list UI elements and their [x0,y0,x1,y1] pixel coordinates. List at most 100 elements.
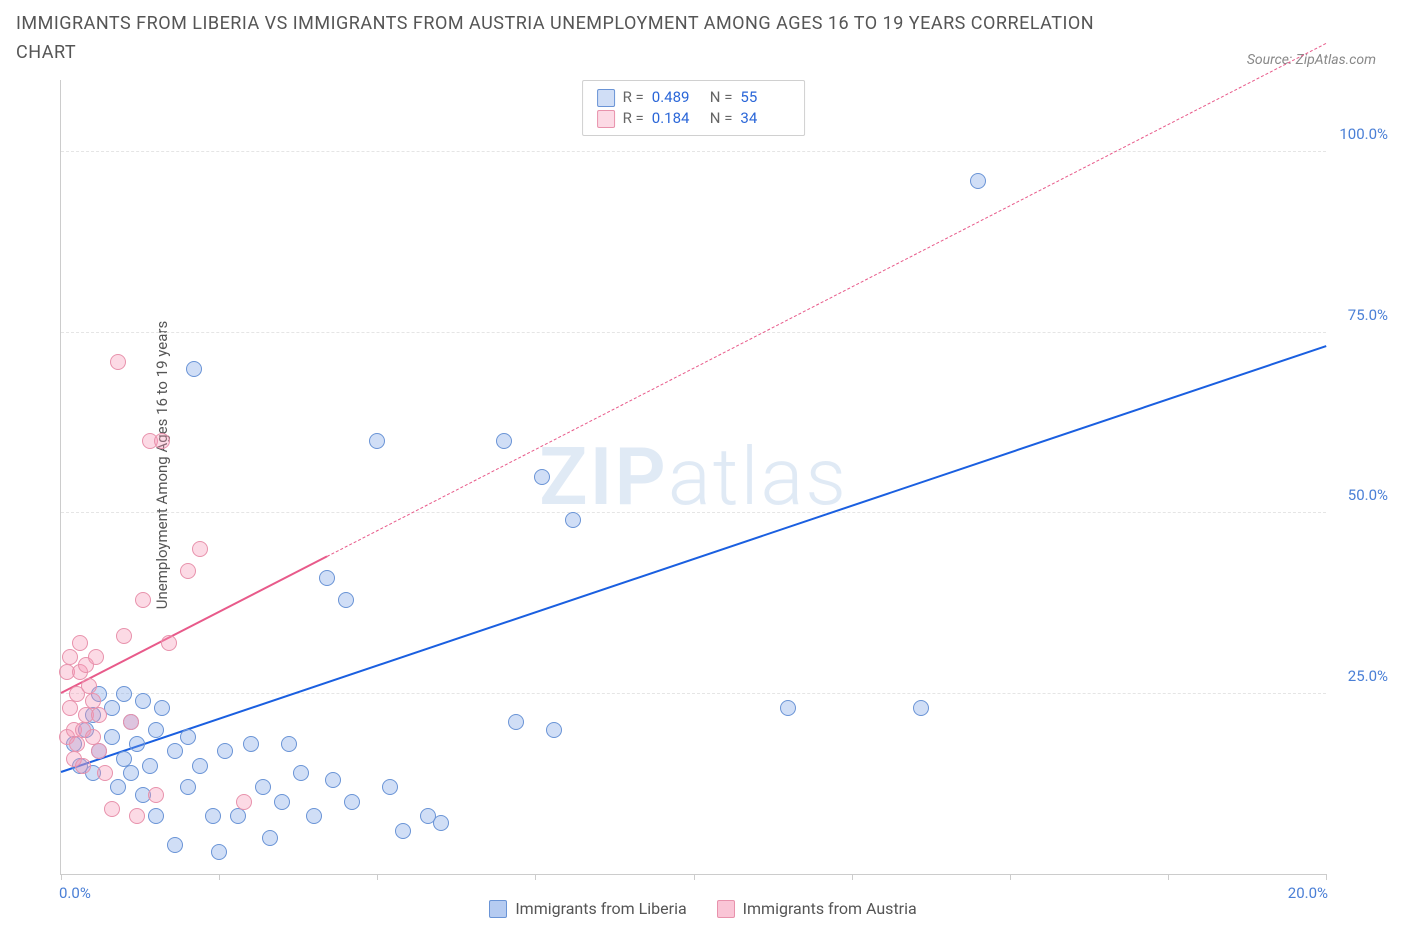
legend-swatch [717,900,735,918]
data-point [135,592,151,608]
x-tick [1010,874,1011,880]
data-point [780,700,796,716]
scatter-chart: ZIPatlas R =0.489N =55R =0.184N =34 25.0… [60,80,1326,875]
stat-label: N = [710,108,733,129]
x-tick [694,874,695,880]
correlation-stats-box: R = 0.489 N = 55 R = 0.184 N = 34 [582,80,806,136]
data-point [565,512,581,528]
data-point [167,837,183,853]
data-point [180,779,196,795]
data-point [534,469,550,485]
data-point [123,714,139,730]
data-point [110,354,126,370]
data-point [186,361,202,377]
data-point [129,736,145,752]
data-point [230,808,246,824]
stat-label: R = [623,87,644,108]
data-point [546,722,562,738]
data-point [135,693,151,709]
data-point [192,541,208,557]
stat-r-value: 0.184 [652,108,702,129]
data-point [338,592,354,608]
data-point [110,779,126,795]
x-tick [61,874,62,880]
legend-label: Immigrants from Liberia [515,899,686,918]
data-point [72,635,88,651]
data-point [104,729,120,745]
x-tick [1168,874,1169,880]
y-tick-label: 100.0% [1339,125,1388,143]
legend-swatch [489,900,507,918]
data-point [129,808,145,824]
data-point [62,700,78,716]
data-point [91,743,107,759]
gridline [61,151,1326,152]
stats-row: R = 0.184 N = 34 [597,108,791,129]
data-point [161,635,177,651]
data-point [211,844,227,860]
data-point [433,815,449,831]
data-point [81,678,97,694]
data-point [69,736,85,752]
data-point [255,779,271,795]
data-point [508,714,524,730]
data-point [236,794,252,810]
x-tick [377,874,378,880]
x-tick [1326,874,1327,880]
data-point [293,765,309,781]
x-tick [535,874,536,880]
data-point [148,808,164,824]
data-point [75,758,91,774]
data-point [970,173,986,189]
data-point [88,649,104,665]
data-point [217,743,233,759]
gridline [61,332,1326,333]
trend-line [61,555,328,693]
data-point [306,808,322,824]
data-point [192,758,208,774]
stat-label: R = [623,108,644,129]
stat-n-value: 34 [740,108,790,129]
data-point [154,700,170,716]
data-point [395,823,411,839]
data-point [116,628,132,644]
watermark: ZIPatlas [539,430,848,524]
data-point [180,729,196,745]
legend-item: Immigrants from Austria [717,899,917,918]
data-point [167,743,183,759]
legend-item: Immigrants from Liberia [489,899,686,918]
data-point [116,686,132,702]
source-attribution: Source: ZipAtlas.com [1247,52,1376,68]
data-point [369,433,385,449]
x-tick [219,874,220,880]
data-point [205,808,221,824]
data-point [148,787,164,803]
data-point [148,722,164,738]
legend: Immigrants from Liberia Immigrants from A… [0,899,1406,918]
data-point [382,779,398,795]
legend-swatch [597,110,615,128]
data-point [91,707,107,723]
data-point [123,765,139,781]
data-point [496,433,512,449]
x-tick [852,874,853,880]
data-point [281,736,297,752]
data-point [104,801,120,817]
stat-n-value: 55 [740,87,790,108]
y-tick-label: 25.0% [1348,667,1388,685]
legend-label: Immigrants from Austria [743,899,917,918]
y-tick-label: 50.0% [1348,486,1388,504]
legend-swatch [597,89,615,107]
gridline [61,693,1326,694]
gridline [61,512,1326,513]
data-point [154,433,170,449]
data-point [325,772,341,788]
stat-r-value: 0.489 [652,87,702,108]
stats-row: R = 0.489 N = 55 [597,87,791,108]
trend-line [61,345,1327,773]
data-point [243,736,259,752]
trend-line [326,43,1326,557]
y-tick-label: 75.0% [1348,306,1388,324]
stat-label: N = [710,87,733,108]
data-point [62,649,78,665]
